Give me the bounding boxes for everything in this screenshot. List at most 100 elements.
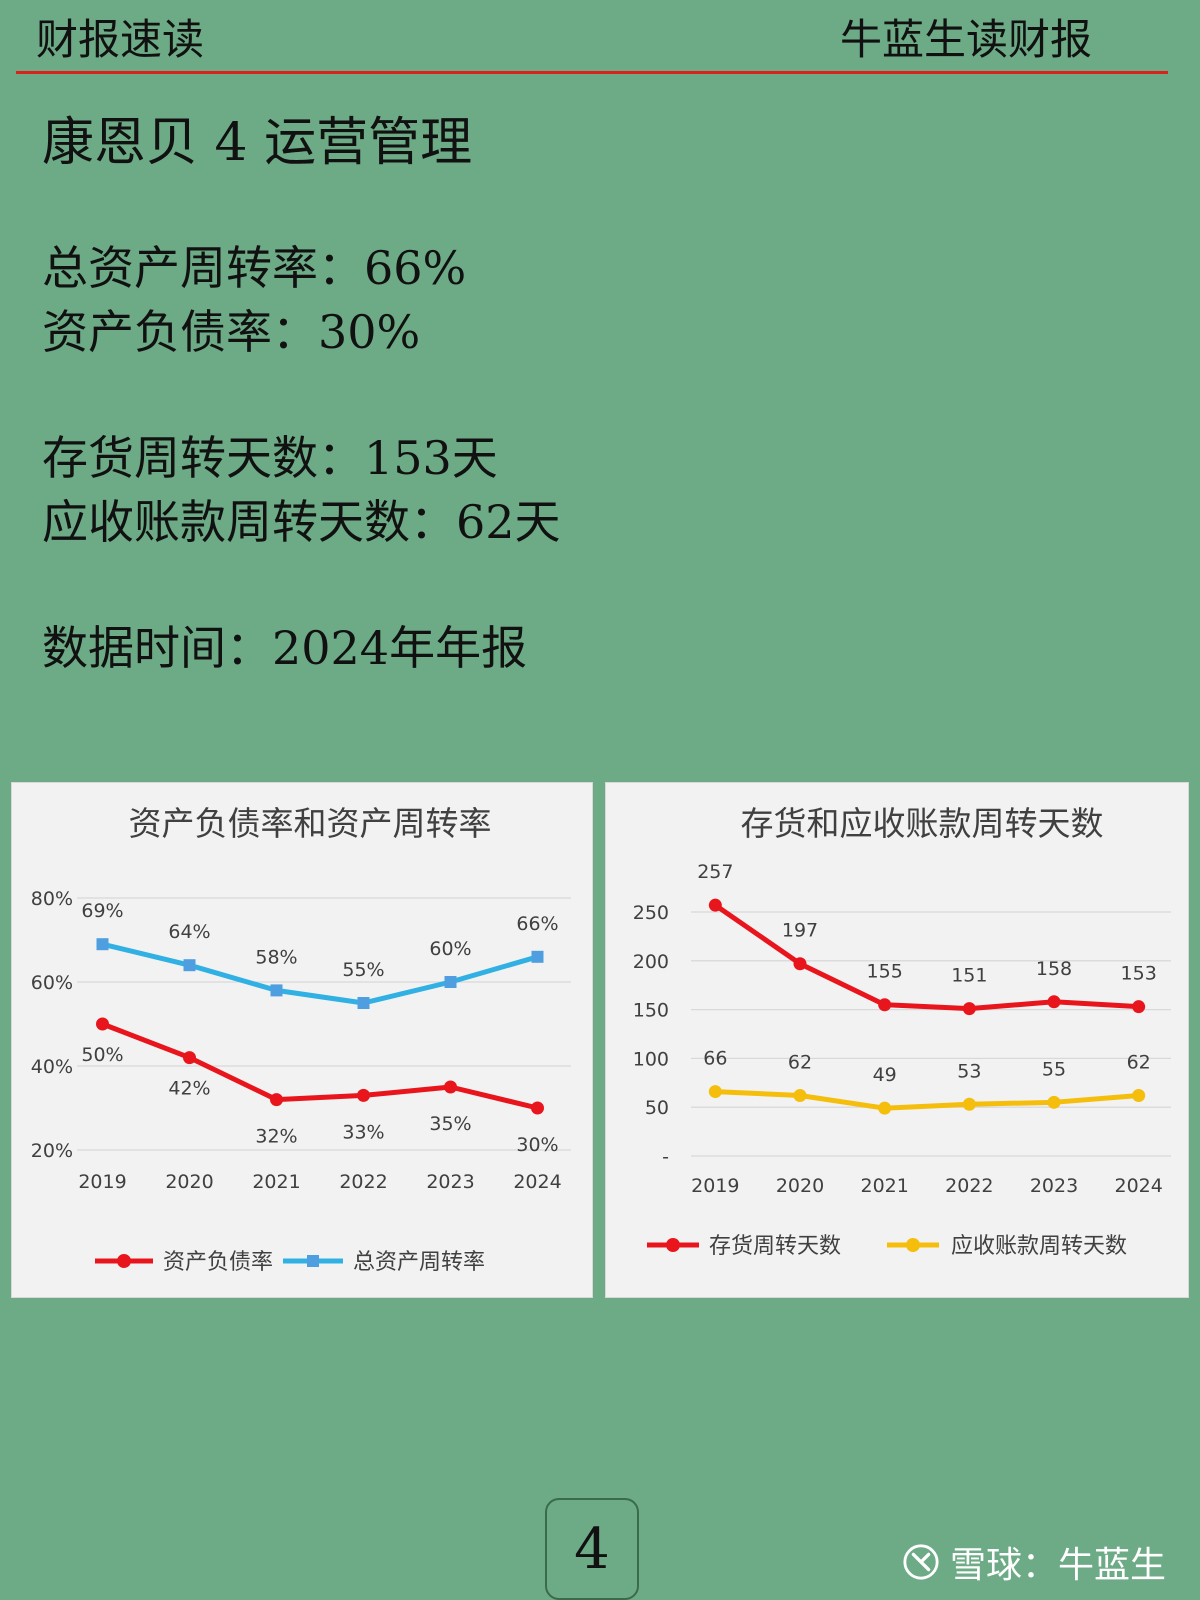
metric-inventory-days: 存货周转天数：153天 (42, 431, 498, 485)
data-label: 62 (788, 1051, 812, 1073)
x-tick-label: 2020 (776, 1175, 824, 1197)
page-number: 4 (574, 1517, 610, 1582)
page-number-box: 4 (545, 1498, 639, 1600)
data-point (444, 976, 457, 988)
data-label: 197 (782, 920, 818, 942)
data-label: 55% (342, 959, 384, 981)
legend-label: 应收账款周转天数 (951, 1234, 1127, 1259)
data-point (183, 959, 196, 972)
data-point (878, 1101, 892, 1115)
header-right-title: 牛蓝生读财报 (839, 15, 1092, 64)
data-point (962, 1097, 976, 1111)
x-tick-label: 2020 (165, 1171, 213, 1193)
legend-marker (117, 1254, 131, 1268)
data-label: 158 (1036, 958, 1072, 980)
data-point (270, 984, 283, 997)
data-label: 58% (255, 946, 297, 968)
x-tick-label: 2023 (1030, 1175, 1078, 1197)
data-point (270, 1093, 283, 1107)
data-label: 55 (1042, 1058, 1066, 1080)
x-tick-label: 2024 (1114, 1175, 1162, 1197)
data-label: 50% (81, 1044, 123, 1066)
data-point (1047, 995, 1061, 1009)
data-point (793, 957, 807, 971)
data-point (357, 997, 370, 1009)
legend-label: 总资产周转率 (353, 1250, 485, 1275)
data-label: 32% (255, 1126, 297, 1148)
data-label: 60% (429, 938, 471, 960)
chart-turnover-days: 存货和应收账款周转天数 - 50 100 150 200 250 2019 2020 2021 20… (633, 804, 1171, 1259)
series-line (712, 902, 1142, 1012)
data-point (96, 938, 109, 951)
header-divider (16, 71, 1168, 74)
y-tick-label: 80% (31, 888, 73, 910)
x-tick-label: 2019 (78, 1171, 126, 1193)
data-label: 151 (951, 965, 987, 987)
data-label: 155 (867, 961, 903, 983)
data-label: 69% (81, 900, 123, 922)
data-point (1132, 1088, 1146, 1102)
series-line (100, 941, 540, 1006)
x-tick-label: 2024 (513, 1171, 561, 1193)
data-point (878, 998, 892, 1012)
data-point (183, 1051, 196, 1065)
y-tick-label: 250 (633, 902, 669, 924)
chart-panel-debt-turnover: 资产负债率和资产周转率 20% 40% 60% 80% 2019 2020 2021 2022 2… (11, 782, 593, 1298)
metric-receivable-days: 应收账款周转天数：62天 (42, 495, 561, 549)
data-point (357, 1088, 370, 1102)
data-point (962, 1002, 976, 1016)
data-point (531, 1101, 544, 1115)
page-headline: 康恩贝 4 运营管理 (42, 113, 473, 173)
data-point (708, 1085, 722, 1099)
chart-title: 存货和应收账款周转天数 (741, 804, 1104, 843)
data-point (1047, 1095, 1061, 1109)
y-tick-label: 20% (31, 1140, 73, 1162)
data-point (1132, 1000, 1146, 1014)
metric-debt-ratio: 资产负债率：30% (42, 305, 421, 359)
x-tick-label: 2021 (252, 1171, 300, 1193)
legend-marker (666, 1238, 680, 1252)
data-label: 35% (429, 1113, 471, 1135)
data-label: 53 (957, 1060, 981, 1082)
data-label: 64% (168, 921, 210, 943)
data-label: 66 (703, 1048, 727, 1070)
watermark-text: 雪球：牛蓝生 (949, 1545, 1166, 1586)
data-point (708, 898, 722, 912)
x-tick-label: 2021 (860, 1175, 908, 1197)
x-tick-label: 2022 (339, 1171, 387, 1193)
metric-data-period: 数据时间：2024年年报 (42, 621, 528, 675)
data-point (531, 950, 544, 963)
data-label: 66% (516, 913, 558, 935)
watermark: 雪球：牛蓝生 (902, 1536, 1166, 1588)
data-label: 33% (342, 1121, 384, 1143)
x-tick-label: 2023 (426, 1171, 474, 1193)
data-label: 30% (516, 1134, 558, 1156)
data-label: 62 (1127, 1051, 1151, 1073)
chart-title: 资产负债率和资产周转率 (129, 804, 492, 843)
data-point (96, 1017, 109, 1031)
header-left-title: 财报速读 (36, 15, 205, 64)
snowball-logo-icon (903, 1544, 939, 1580)
metric-asset-turnover: 总资产周转率：66% (42, 241, 467, 295)
y-tick-label: 200 (633, 951, 669, 973)
data-point (793, 1088, 807, 1102)
x-tick-label: 2019 (691, 1175, 739, 1197)
legend-label: 存货周转天数 (709, 1234, 841, 1259)
series-line (100, 1021, 540, 1111)
y-tick-label: 60% (31, 972, 73, 994)
legend-marker (307, 1255, 319, 1267)
y-tick-label: 100 (633, 1048, 669, 1070)
y-tick-label: 50 (645, 1097, 669, 1119)
legend-marker (906, 1238, 920, 1252)
series-line (712, 1089, 1142, 1111)
data-label: 42% (168, 1078, 210, 1100)
y-tick-label: 40% (31, 1056, 73, 1078)
chart-debt-turnover: 资产负债率和资产周转率 20% 40% 60% 80% 2019 2020 2021 2022 2… (31, 804, 571, 1275)
data-point (444, 1080, 457, 1094)
legend-label: 资产负债率 (163, 1250, 273, 1275)
chart-panel-turnover-days: 存货和应收账款周转天数 - 50 100 150 200 250 2019 2020 2021 20… (605, 782, 1189, 1298)
data-label: 49 (873, 1064, 897, 1086)
y-tick-label: - (662, 1146, 669, 1168)
y-tick-label: 150 (633, 1000, 669, 1022)
data-label: 153 (1121, 963, 1157, 985)
